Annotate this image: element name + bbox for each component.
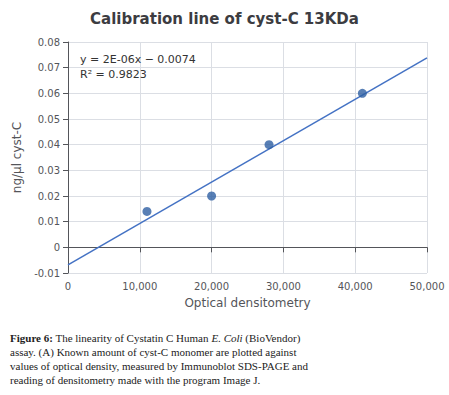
svg-text:Optical densitometry: Optical densitometry [184,296,310,310]
svg-text:20,000: 20,000 [194,281,229,292]
svg-text:-0.01: -0.01 [34,268,60,279]
svg-text:0.06: 0.06 [38,88,60,99]
svg-text:R² = 0.9823: R² = 0.9823 [80,68,147,81]
svg-text:10,000: 10,000 [122,281,157,292]
svg-text:ng/µl cyst-C: ng/µl cyst-C [10,122,24,193]
svg-text:assay. (A) Known amount of cys: assay. (A) Known amount of cyst-C monome… [10,346,296,359]
svg-text:0.03: 0.03 [38,165,60,176]
svg-text:Figure 6:: Figure 6: [10,332,53,344]
svg-text:The linearity of Cystatin C Hu: The linearity of Cystatin C Human [53,332,211,344]
svg-text:30,000: 30,000 [266,281,301,292]
svg-text:values of optical density, mea: values of optical density, measured by I… [10,360,308,372]
svg-text:0.07: 0.07 [38,62,60,73]
svg-text:(BioVendor): (BioVendor) [243,332,301,345]
svg-text:reading of densitometry made w: reading of densitometry made with the pr… [10,374,260,386]
svg-text:0: 0 [65,281,71,292]
svg-text:0.02: 0.02 [38,191,60,202]
svg-text:40,000: 40,000 [338,281,373,292]
svg-text:0.04: 0.04 [38,139,60,150]
svg-text:E. Coli: E. Coli [210,332,242,344]
svg-text:0: 0 [54,242,60,253]
svg-text:y = 2E-06x − 0.0074: y = 2E-06x − 0.0074 [80,53,196,66]
svg-text:0.08: 0.08 [38,37,60,48]
svg-text:50,000: 50,000 [410,281,445,292]
svg-text:0.05: 0.05 [38,114,60,125]
svg-text:Calibration line of cyst-C 13K: Calibration line of cyst-C 13KDa [90,10,359,28]
svg-text:0.01: 0.01 [38,216,60,227]
